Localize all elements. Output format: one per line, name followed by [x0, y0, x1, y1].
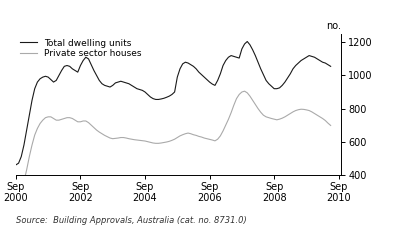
Text: no.: no. [326, 21, 341, 31]
Legend: Total dwelling units, Private sector houses: Total dwelling units, Private sector hou… [20, 39, 141, 58]
Text: Source:  Building Approvals, Australia (cat. no. 8731.0): Source: Building Approvals, Australia (c… [16, 216, 247, 225]
